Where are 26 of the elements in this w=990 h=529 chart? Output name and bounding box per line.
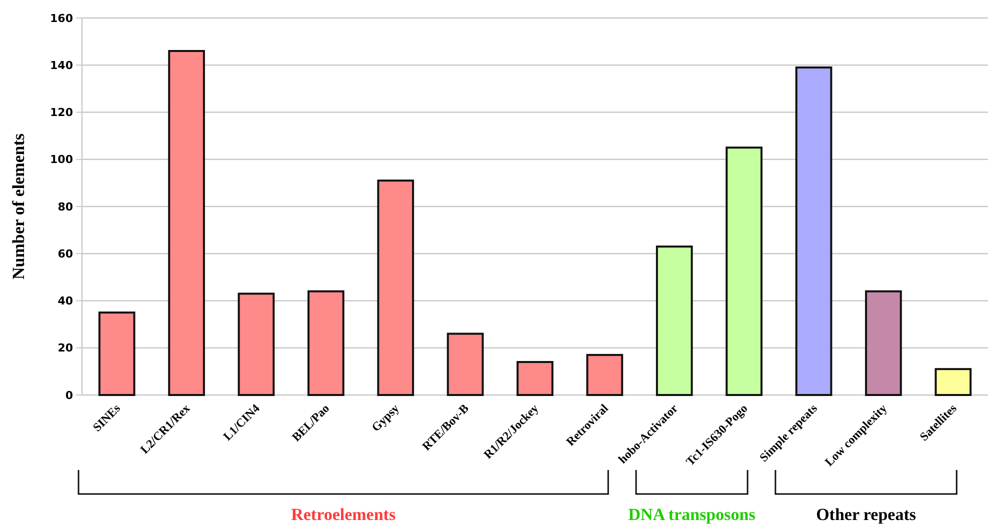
y-tick-label: 0 <box>65 388 74 402</box>
bar <box>586 354 624 396</box>
bar <box>795 66 832 396</box>
bar <box>377 180 414 396</box>
text: DNA transposons <box>628 505 756 524</box>
y-tick-label: 100 <box>50 153 74 166</box>
y-tick-label: 120 <box>50 106 74 120</box>
y-tick-label: 40 <box>58 294 74 308</box>
bar <box>865 290 902 396</box>
y-tick-label: 20 <box>58 342 74 355</box>
text: Retroelements <box>291 505 396 524</box>
y-tick-label: 140 <box>50 58 74 72</box>
text: Other repeats <box>816 505 916 524</box>
y-tick-label: 160 <box>50 12 74 25</box>
bar <box>656 246 693 396</box>
y-axis-title: Number of elements <box>9 133 28 280</box>
y-tick-label: 60 <box>58 247 74 260</box>
bar <box>238 292 275 396</box>
bar <box>168 50 205 396</box>
bar <box>934 368 972 396</box>
y-tick-label: 80 <box>58 200 74 214</box>
bar <box>98 312 136 396</box>
bar <box>726 146 762 396</box>
bar <box>446 332 484 396</box>
bar <box>308 290 344 396</box>
bar <box>516 361 554 396</box>
